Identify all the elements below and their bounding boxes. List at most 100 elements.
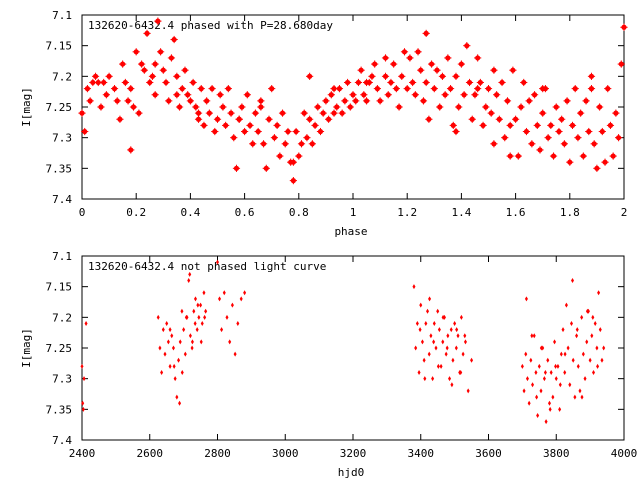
data-point bbox=[289, 177, 297, 185]
data-point bbox=[453, 320, 457, 326]
data-point bbox=[319, 109, 327, 117]
data-point bbox=[180, 308, 184, 314]
data-point bbox=[525, 376, 529, 382]
data-point bbox=[432, 320, 436, 326]
data-point bbox=[102, 91, 110, 99]
data-point bbox=[420, 339, 424, 345]
data-point bbox=[384, 91, 392, 99]
data-point bbox=[606, 121, 615, 129]
data-point bbox=[259, 140, 268, 148]
data-point bbox=[517, 103, 525, 111]
data-point bbox=[143, 29, 151, 37]
data-point bbox=[124, 97, 132, 105]
data-point bbox=[437, 327, 441, 333]
data-point bbox=[177, 357, 181, 363]
data-point bbox=[578, 388, 582, 394]
data-point bbox=[431, 376, 435, 382]
data-point bbox=[94, 78, 102, 87]
data-point bbox=[520, 363, 524, 369]
data-point bbox=[576, 363, 580, 369]
data-point bbox=[612, 109, 620, 117]
data-point bbox=[441, 314, 445, 320]
data-point bbox=[463, 333, 467, 339]
x-tick-label: 3000 bbox=[272, 447, 299, 460]
data-point bbox=[506, 152, 514, 160]
data-point bbox=[249, 140, 257, 148]
data-point bbox=[493, 91, 501, 99]
data-point bbox=[439, 363, 443, 369]
x-tick-label: 3400 bbox=[408, 447, 435, 460]
x-tick-label: 2600 bbox=[137, 447, 164, 460]
data-point bbox=[563, 97, 571, 105]
data-point bbox=[432, 339, 436, 345]
x-tick-label: 4000 bbox=[611, 447, 638, 460]
y-tick-label: 7.25 bbox=[46, 101, 73, 114]
data-point bbox=[569, 320, 573, 326]
data-point bbox=[574, 134, 582, 142]
data-point bbox=[587, 85, 596, 93]
data-point bbox=[208, 85, 216, 93]
data-point bbox=[412, 284, 416, 290]
data-point bbox=[482, 103, 490, 111]
x-tick-label: 3800 bbox=[543, 447, 570, 460]
data-point bbox=[175, 103, 184, 111]
data-point bbox=[316, 127, 325, 136]
data-point bbox=[162, 78, 170, 87]
x-tick-label: 2 bbox=[621, 206, 628, 219]
data-point bbox=[471, 91, 479, 99]
data-point bbox=[132, 48, 140, 56]
data-point bbox=[539, 388, 543, 394]
data-point bbox=[160, 370, 164, 376]
data-point bbox=[503, 97, 512, 105]
data-point bbox=[534, 370, 538, 376]
phased-panel: 132620-6432.4 phased with P=28.680day ph… bbox=[20, 9, 628, 238]
data-point bbox=[530, 333, 534, 339]
data-point bbox=[448, 376, 452, 382]
data-point bbox=[436, 363, 440, 369]
data-point bbox=[268, 85, 276, 93]
data-point bbox=[411, 91, 419, 99]
data-point bbox=[81, 127, 89, 136]
data-point bbox=[119, 60, 127, 68]
data-point bbox=[558, 406, 562, 412]
data-point bbox=[371, 60, 379, 68]
data-point bbox=[429, 333, 433, 339]
data-point bbox=[549, 370, 553, 376]
data-point bbox=[566, 345, 570, 351]
data-point bbox=[531, 382, 535, 388]
data-point bbox=[403, 85, 411, 93]
data-point bbox=[251, 109, 260, 117]
data-points bbox=[80, 259, 606, 425]
data-point bbox=[373, 85, 381, 93]
data-point bbox=[199, 302, 203, 308]
data-point bbox=[457, 60, 465, 68]
data-point bbox=[80, 363, 84, 369]
data-point bbox=[593, 320, 597, 326]
x-tick-label: 0.4 bbox=[180, 206, 200, 219]
data-point bbox=[381, 54, 390, 62]
x-tick-label: 1.4 bbox=[451, 206, 471, 219]
y-tick-label: 7.3 bbox=[52, 373, 72, 386]
data-point bbox=[165, 320, 169, 326]
data-point bbox=[600, 357, 604, 363]
data-point bbox=[579, 152, 587, 160]
data-point bbox=[590, 140, 598, 148]
data-point bbox=[172, 363, 176, 369]
data-point bbox=[241, 127, 249, 136]
data-point bbox=[186, 97, 194, 105]
data-point bbox=[180, 370, 184, 376]
data-point bbox=[428, 296, 432, 302]
y-tick-label: 7.15 bbox=[46, 281, 73, 294]
data-point bbox=[593, 164, 601, 172]
data-point bbox=[86, 97, 94, 105]
data-point bbox=[82, 376, 86, 382]
y-axis-label: I[mag] bbox=[20, 328, 33, 368]
data-point bbox=[193, 320, 197, 326]
data-point bbox=[524, 351, 528, 357]
data-point bbox=[554, 376, 558, 382]
data-point bbox=[595, 345, 599, 351]
x-tick-label: 0.6 bbox=[235, 206, 255, 219]
x-tick-label: 3200 bbox=[340, 447, 367, 460]
data-point bbox=[156, 314, 160, 320]
data-point bbox=[441, 91, 449, 99]
